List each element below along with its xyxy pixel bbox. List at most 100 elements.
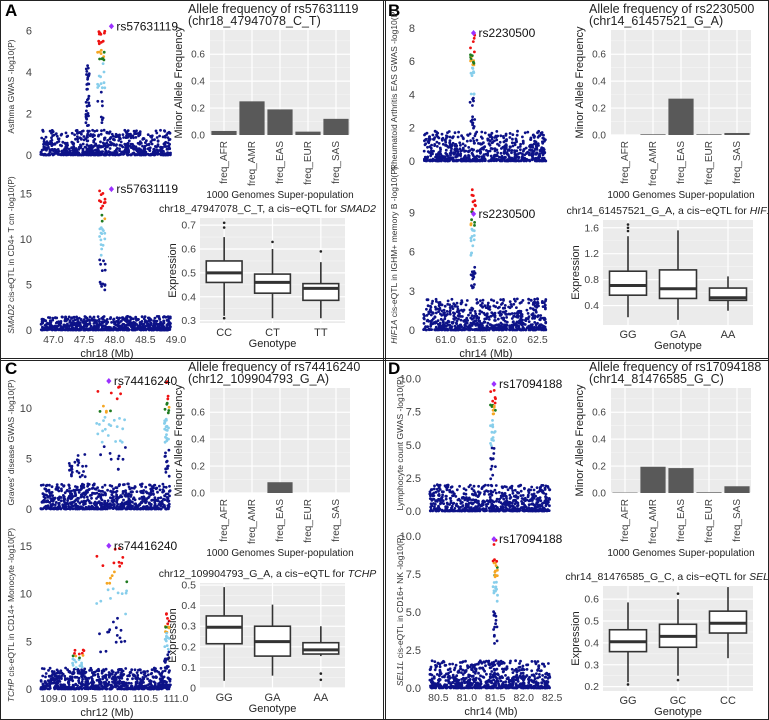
eqtl-lead-snp-label: rs74416240 — [114, 539, 178, 553]
data-point — [131, 677, 134, 681]
x-tick-label: freq_EUR — [704, 141, 715, 185]
data-point — [72, 500, 76, 504]
data-point — [43, 493, 46, 497]
data-point — [91, 505, 95, 509]
x-tick-label: 47.0 — [43, 334, 64, 346]
data-point — [112, 561, 116, 565]
data-point — [134, 687, 138, 691]
data-point — [111, 328, 115, 332]
data-point — [141, 137, 145, 141]
data-point — [445, 327, 448, 331]
data-point — [77, 316, 81, 320]
data-point — [496, 134, 500, 138]
data-point — [112, 137, 115, 141]
data-point — [90, 668, 93, 672]
data-point — [138, 668, 142, 672]
data-point — [480, 142, 484, 146]
data-point — [100, 247, 104, 251]
data-point — [115, 316, 119, 320]
data-point — [107, 673, 111, 677]
data-point — [473, 271, 477, 275]
data-point — [157, 682, 160, 686]
data-point — [479, 321, 482, 325]
data-point — [113, 674, 117, 677]
data-point — [55, 483, 59, 487]
data-point — [472, 234, 476, 237]
data-point — [160, 328, 164, 332]
data-point — [95, 554, 99, 558]
data-point — [465, 139, 469, 143]
data-point — [527, 297, 530, 301]
data-point — [531, 158, 534, 162]
data-point — [470, 284, 473, 287]
data-point — [85, 70, 89, 73]
x-tick-label: freq_EAS — [275, 141, 286, 184]
data-point — [467, 313, 470, 317]
data-point — [532, 328, 536, 331]
data-point — [108, 484, 112, 487]
data-point — [62, 151, 65, 154]
data-point — [501, 301, 504, 305]
data-point — [95, 422, 99, 425]
data-point — [57, 328, 60, 332]
data-point — [108, 687, 112, 690]
data-point — [148, 326, 152, 329]
data-point — [532, 149, 536, 153]
data-point — [503, 304, 507, 307]
data-point — [121, 492, 125, 495]
data-point — [471, 207, 474, 211]
gwas-ytick-label: 8 — [409, 23, 415, 35]
data-point — [106, 320, 110, 324]
data-point — [46, 687, 50, 691]
data-point — [100, 269, 104, 272]
data-point — [479, 325, 483, 328]
data-point — [124, 667, 128, 670]
data-point — [515, 315, 519, 319]
data-point — [429, 320, 433, 324]
data-point — [443, 323, 446, 326]
data-point — [472, 36, 476, 40]
data-point — [98, 57, 101, 61]
data-point — [77, 497, 80, 500]
data-point — [444, 143, 448, 147]
gwas-ytick-label: 10 — [20, 403, 32, 415]
outlier-point — [222, 221, 226, 225]
data-point — [98, 227, 102, 231]
data-point — [90, 146, 94, 150]
data-point — [158, 484, 161, 488]
data-point — [89, 151, 93, 154]
eqtl-ytick-label: 15 — [20, 189, 32, 201]
data-point — [498, 314, 502, 317]
data-point — [452, 151, 455, 155]
data-point — [453, 324, 457, 328]
data-point — [65, 149, 69, 153]
data-point — [101, 321, 105, 324]
data-point — [522, 328, 526, 331]
data-point — [61, 140, 65, 144]
y-tick-label: 0.2 — [592, 104, 606, 115]
data-point — [102, 229, 105, 233]
data-point — [102, 58, 106, 62]
data-point — [42, 148, 46, 151]
data-point — [49, 142, 53, 146]
data-point — [47, 679, 51, 683]
data-point — [465, 325, 469, 328]
data-point — [119, 502, 122, 506]
data-point — [121, 556, 125, 559]
data-point — [103, 288, 107, 292]
data-point — [151, 324, 155, 328]
data-point — [92, 315, 96, 319]
data-point — [90, 493, 93, 497]
x-tick-label: freq_AFR — [219, 141, 230, 184]
data-point — [138, 502, 142, 506]
data-point — [94, 148, 97, 152]
data-point — [76, 459, 80, 463]
data-point — [56, 496, 60, 500]
data-point — [149, 318, 153, 322]
data-point — [76, 137, 79, 141]
data-point — [62, 325, 65, 329]
data-point — [526, 312, 530, 315]
data-point — [68, 670, 72, 674]
data-point — [87, 123, 90, 127]
data-point — [87, 101, 91, 105]
